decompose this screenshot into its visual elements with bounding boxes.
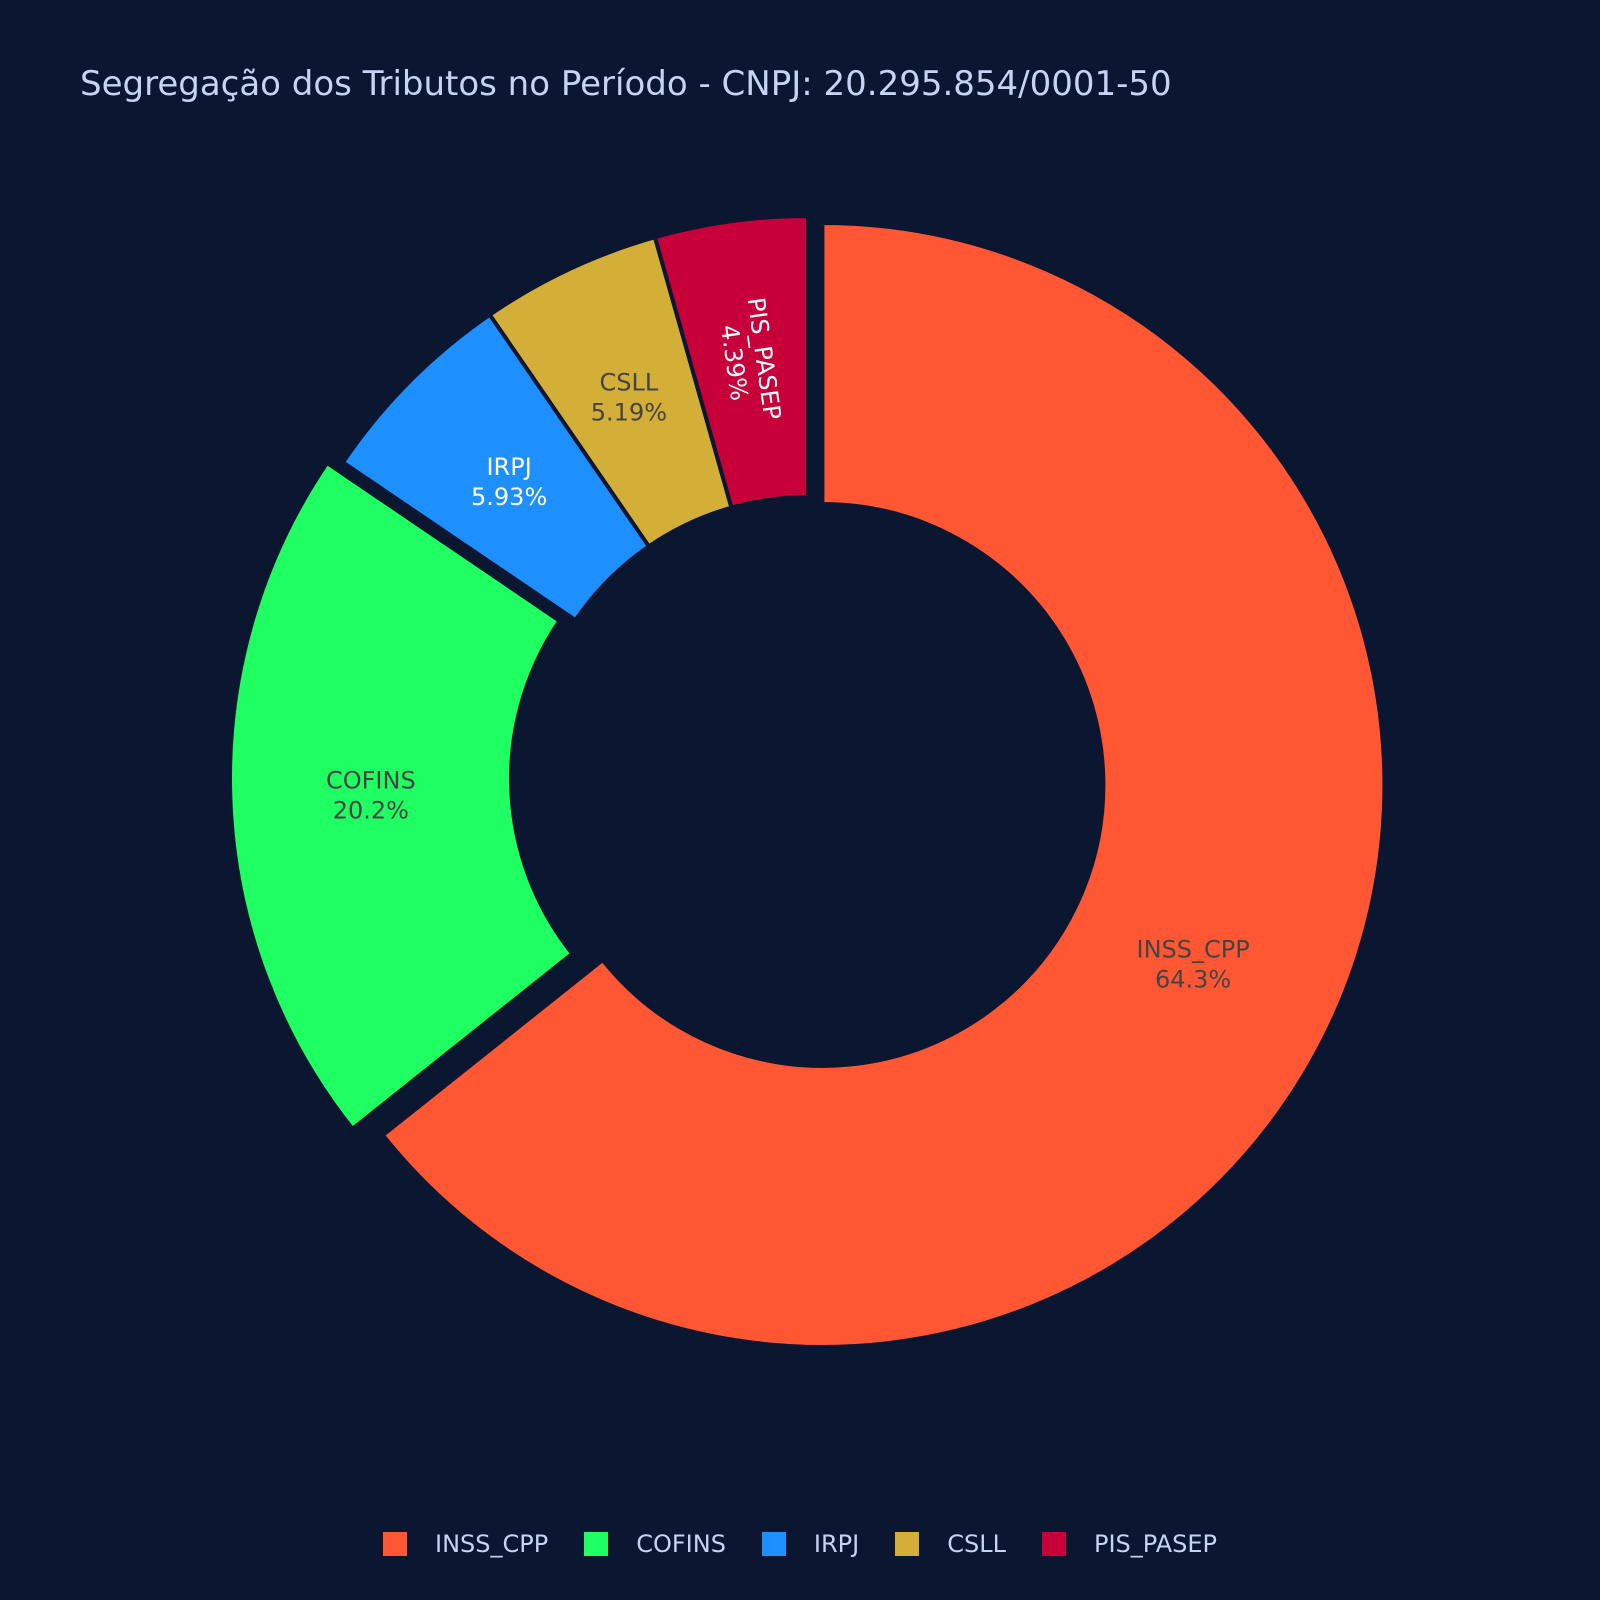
legend-item-cofins[interactable]: COFINS — [584, 1530, 726, 1558]
legend-item-csll[interactable]: CSLL — [895, 1530, 1006, 1558]
legend-swatch — [1041, 1532, 1066, 1556]
slice-name-label: IRPJ — [486, 453, 531, 481]
legend-swatch — [895, 1532, 920, 1556]
legend-label: CSLL — [947, 1530, 1006, 1558]
slice-percent-label: 64.3% — [1155, 966, 1231, 994]
legend-label: IRPJ — [813, 1530, 860, 1558]
legend-item-irpj[interactable]: IRPJ — [761, 1530, 860, 1558]
slice-cofins[interactable] — [228, 460, 576, 1132]
chart-title: Segregação dos Tributos no Período - CNP… — [80, 64, 1172, 104]
legend: INSS_CPP COFINS IRPJ CSLL PIS_PASEP — [0, 1530, 1600, 1558]
slice-inss-cpp[interactable] — [380, 220, 1387, 1349]
legend-label: COFINS — [636, 1530, 726, 1558]
slice-percent-label: 20.2% — [333, 797, 409, 825]
slice-percent-label: 5.19% — [591, 398, 667, 426]
slice-percent-label: 5.93% — [471, 483, 547, 511]
slice-name-label: INSS_CPP — [1137, 936, 1250, 964]
legend-swatch — [584, 1532, 609, 1556]
legend-label: PIS_PASEP — [1093, 1530, 1217, 1558]
legend-item-inss-cpp[interactable]: INSS_CPP — [383, 1530, 548, 1558]
legend-swatch — [761, 1532, 786, 1556]
legend-item-pis-pasep[interactable]: PIS_PASEP — [1041, 1530, 1217, 1558]
slice-name-label: CSLL — [600, 368, 659, 396]
slice-name-label: COFINS — [326, 767, 416, 795]
legend-label: INSS_CPP — [435, 1530, 549, 1558]
legend-swatch — [383, 1532, 407, 1556]
slice-pis-pasep[interactable] — [652, 213, 810, 511]
